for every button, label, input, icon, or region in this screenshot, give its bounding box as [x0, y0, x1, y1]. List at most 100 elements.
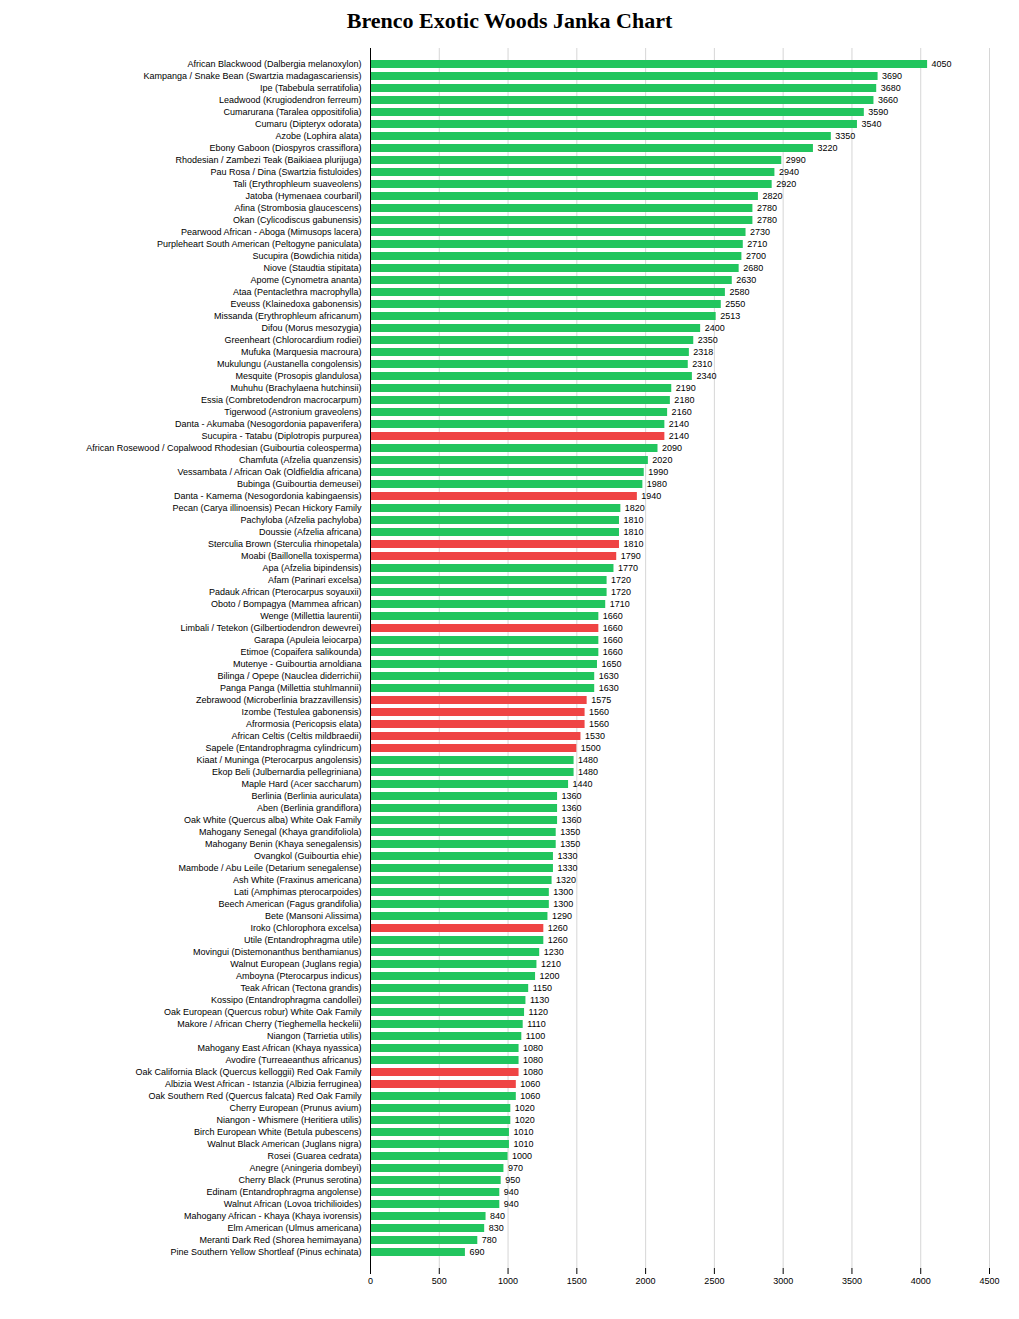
- svg-text:2940: 2940: [779, 167, 799, 177]
- svg-text:3660: 3660: [878, 95, 898, 105]
- svg-text:Oak White (Quercus alba) White: Oak White (Quercus alba) White Oak Famil…: [184, 815, 362, 825]
- svg-text:1020: 1020: [515, 1103, 535, 1113]
- svg-text:2318: 2318: [693, 347, 713, 357]
- svg-text:1080: 1080: [523, 1067, 543, 1077]
- svg-text:Oak California Black (Quercus: Oak California Black (Quercus kelloggii)…: [135, 1067, 362, 1077]
- svg-text:Zebrawood (Microberlinia brazz: Zebrawood (Microberlinia brazzavillensis…: [196, 695, 362, 705]
- svg-text:830: 830: [489, 1223, 504, 1233]
- svg-text:1530: 1530: [585, 731, 605, 741]
- svg-text:1350: 1350: [560, 827, 580, 837]
- svg-text:1060: 1060: [520, 1091, 540, 1101]
- svg-text:Izombe (Testulea gabonensis): Izombe (Testulea gabonensis): [241, 707, 361, 717]
- svg-text:1990: 1990: [648, 467, 668, 477]
- svg-text:1820: 1820: [625, 503, 645, 513]
- svg-text:1080: 1080: [523, 1043, 543, 1053]
- svg-text:1000: 1000: [498, 1276, 518, 1286]
- svg-text:Doussie (Afzelia africana): Doussie (Afzelia africana): [259, 527, 362, 537]
- svg-text:2400: 2400: [705, 323, 725, 333]
- svg-text:Meranti Dark Red (Shorea hemim: Meranti Dark Red (Shorea hemimayana): [199, 1235, 361, 1245]
- svg-text:1660: 1660: [603, 623, 623, 633]
- svg-text:840: 840: [490, 1211, 505, 1221]
- svg-text:1300: 1300: [553, 887, 573, 897]
- svg-text:3350: 3350: [835, 131, 855, 141]
- svg-text:1650: 1650: [601, 659, 621, 669]
- svg-text:1080: 1080: [523, 1055, 543, 1065]
- svg-text:1500: 1500: [567, 1276, 587, 1286]
- svg-text:1290: 1290: [552, 911, 572, 921]
- svg-text:2500: 2500: [704, 1276, 724, 1286]
- svg-text:3500: 3500: [842, 1276, 862, 1286]
- svg-text:Sapele (Entandrophragma cylind: Sapele (Entandrophragma cylindricum): [205, 743, 361, 753]
- svg-text:Eveuss (Klainedoxa gabonensis): Eveuss (Klainedoxa gabonensis): [230, 299, 361, 309]
- svg-text:Mambode / Abu Leile (Detarium: Mambode / Abu Leile (Detarium senegalens…: [178, 863, 361, 873]
- svg-text:1200: 1200: [540, 971, 560, 981]
- svg-text:Walnut Black American (Juglans: Walnut Black American (Juglans nigra): [207, 1139, 361, 1149]
- svg-text:1020: 1020: [515, 1115, 535, 1125]
- svg-text:1320: 1320: [556, 875, 576, 885]
- svg-text:4000: 4000: [911, 1276, 931, 1286]
- svg-text:1150: 1150: [533, 983, 552, 993]
- svg-text:1010: 1010: [513, 1127, 533, 1137]
- svg-text:1360: 1360: [562, 815, 582, 825]
- svg-text:1260: 1260: [548, 923, 568, 933]
- svg-text:1350: 1350: [560, 839, 580, 849]
- svg-text:Danta - Akumaba (Nesogordonia: Danta - Akumaba (Nesogordonia papaverife…: [175, 419, 362, 429]
- svg-text:Kossipo (Entandrophragma cando: Kossipo (Entandrophragma candollei): [211, 995, 362, 1005]
- svg-text:African Blackwood (Dalbergia m: African Blackwood (Dalbergia melanoxylon…: [187, 59, 361, 69]
- svg-text:1060: 1060: [520, 1079, 540, 1089]
- svg-text:Azobe (Lophira alata): Azobe (Lophira alata): [275, 131, 361, 141]
- svg-text:1770: 1770: [618, 563, 638, 573]
- svg-text:0: 0: [368, 1276, 373, 1286]
- svg-text:Edinam (Entandrophragma angole: Edinam (Entandrophragma angolense): [206, 1187, 361, 1197]
- svg-text:940: 940: [504, 1187, 519, 1197]
- svg-text:3000: 3000: [773, 1276, 793, 1286]
- svg-text:3690: 3690: [882, 71, 902, 81]
- svg-text:1440: 1440: [573, 779, 593, 789]
- svg-text:2700: 2700: [746, 251, 766, 261]
- svg-text:Utile (Entandrophragma utile): Utile (Entandrophragma utile): [244, 935, 362, 945]
- svg-text:Essia (Combretodendron macroca: Essia (Combretodendron macrocarpum): [201, 395, 362, 405]
- svg-text:2920: 2920: [776, 179, 796, 189]
- svg-text:1980: 1980: [647, 479, 667, 489]
- svg-text:Mahogany African - Khaya (Khay: Mahogany African - Khaya (Khaya ivorensi…: [184, 1211, 362, 1221]
- svg-text:2140: 2140: [669, 431, 689, 441]
- svg-text:Movingui (Distemonanthus benth: Movingui (Distemonanthus benthamianus): [193, 947, 362, 957]
- svg-text:African Rosewood / Copalwood R: African Rosewood / Copalwood Rhodesian (…: [86, 443, 361, 453]
- svg-text:2990: 2990: [786, 155, 806, 165]
- svg-text:2020: 2020: [652, 455, 672, 465]
- svg-text:2630: 2630: [736, 275, 756, 285]
- svg-text:950: 950: [505, 1175, 520, 1185]
- svg-text:2730: 2730: [750, 227, 770, 237]
- svg-text:Ekop Beli (Julbernardia pelleg: Ekop Beli (Julbernardia pellegriniana): [212, 767, 362, 777]
- svg-text:Mahogany East African (Khaya n: Mahogany East African (Khaya nyassica): [197, 1043, 361, 1053]
- svg-text:1575: 1575: [591, 695, 611, 705]
- svg-text:1330: 1330: [557, 863, 577, 873]
- svg-text:2680: 2680: [743, 263, 763, 273]
- svg-text:1110: 1110: [527, 1019, 546, 1029]
- svg-text:1810: 1810: [623, 539, 643, 549]
- svg-text:Sucupira - Tatabu (Diplotropis: Sucupira - Tatabu (Diplotropis purpurea): [202, 431, 362, 441]
- svg-text:Greenheart (Chlorocardium rodi: Greenheart (Chlorocardium rodiei): [224, 335, 361, 345]
- svg-text:2190: 2190: [676, 383, 696, 393]
- svg-text:Purpleheart South American (Pe: Purpleheart South American (Peltogyne pa…: [157, 239, 362, 249]
- svg-text:2513: 2513: [720, 311, 740, 321]
- svg-text:Lati (Amphimas pterocarpoides): Lati (Amphimas pterocarpoides): [234, 887, 362, 897]
- svg-text:2160: 2160: [672, 407, 692, 417]
- svg-text:Cherry European (Prunus avium): Cherry European (Prunus avium): [229, 1103, 361, 1113]
- svg-text:Pachyloba (Afzelia pachyloba): Pachyloba (Afzelia pachyloba): [240, 515, 361, 525]
- svg-text:2820: 2820: [762, 191, 782, 201]
- svg-text:Leadwood (Krugiodendron ferreu: Leadwood (Krugiodendron ferreum): [219, 95, 362, 105]
- svg-text:2140: 2140: [669, 419, 689, 429]
- svg-text:Niove (Staudtia stipitata): Niove (Staudtia stipitata): [263, 263, 361, 273]
- svg-text:2180: 2180: [674, 395, 694, 405]
- svg-text:Rhodesian / Zambezi Teak (Baik: Rhodesian / Zambezi Teak (Baikiaea pluri…: [176, 155, 362, 165]
- svg-text:1720: 1720: [611, 575, 631, 585]
- svg-text:940: 940: [504, 1199, 519, 1209]
- svg-text:Cumaru (Dipteryx odorata): Cumaru (Dipteryx odorata): [255, 119, 362, 129]
- svg-text:1500: 1500: [581, 743, 601, 753]
- svg-text:1260: 1260: [548, 935, 568, 945]
- svg-text:1120: 1120: [529, 1007, 548, 1017]
- svg-text:Wenge (Millettia laurentii): Wenge (Millettia laurentii): [260, 611, 361, 621]
- svg-text:3590: 3590: [868, 107, 888, 117]
- svg-text:Jatoba (Hymenaea courbaril): Jatoba (Hymenaea courbaril): [245, 191, 361, 201]
